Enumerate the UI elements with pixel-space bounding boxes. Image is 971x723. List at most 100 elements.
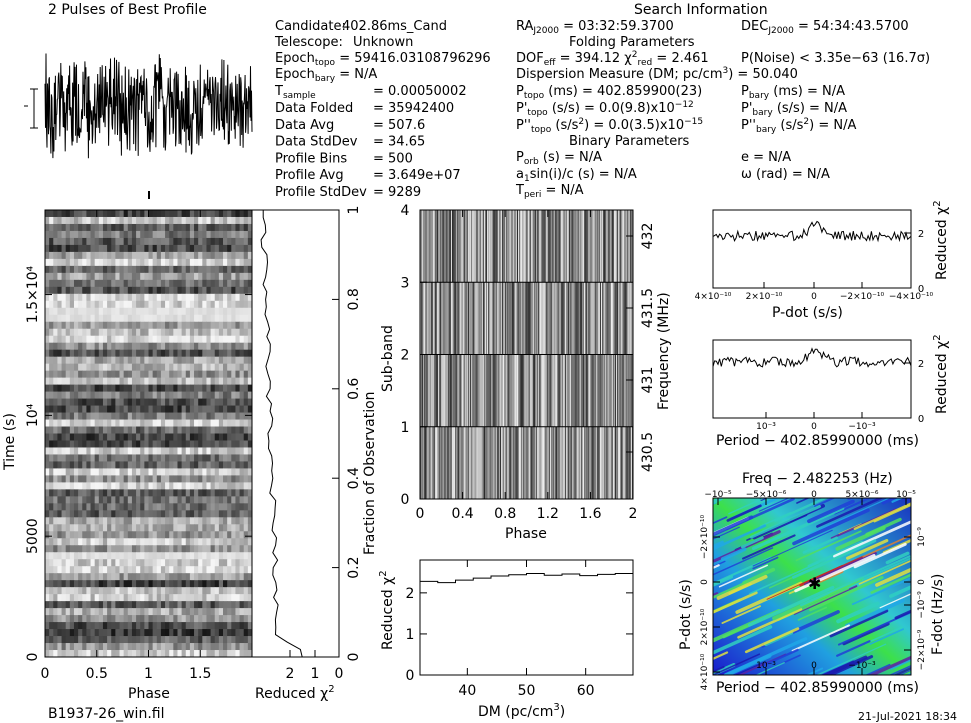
x-tick-label: 1	[144, 666, 153, 682]
porb-value: Porb (s) = N/A	[516, 150, 602, 167]
top-tick-label: −10⁻⁵	[704, 490, 732, 500]
telescope-label: Telescope:	[274, 35, 343, 50]
period-chi2-ticks: 10⁻³ 0 −10⁻³ 0 2	[756, 359, 924, 432]
info-row-label: Profile StdDev	[275, 185, 367, 200]
x-tick-label: 1.2	[537, 506, 559, 522]
pdbary-value: P'bary (s/s) = N/A	[741, 101, 847, 118]
dm-xlabel: DM (pc/cm3)	[478, 702, 565, 720]
top-tick-label: 10⁻⁵	[896, 490, 916, 500]
profile-title: 2 Pulses of Best Profile	[48, 2, 207, 18]
freq-title: Freq − 2.482253 (Hz)	[742, 471, 893, 487]
telescope-value: Unknown	[353, 35, 413, 50]
y-tick-label: 1.5×10⁴	[25, 265, 41, 323]
y-tick-label: 0	[700, 579, 710, 585]
x-tick-label: −4×10⁻¹⁰	[889, 292, 934, 302]
pdot-chi2-line	[712, 220, 912, 243]
y-tick-label: 4×10⁻¹⁰	[700, 653, 710, 690]
y-tick-label: 1	[401, 420, 410, 436]
y-tick-label: 0	[406, 668, 415, 684]
info-row-value: = 34.65	[373, 135, 425, 150]
x-tick-label: 0.8	[494, 506, 516, 522]
ptopo-value: Ptopo (ms) = 402.859900(23)	[516, 84, 702, 101]
subband-image	[420, 210, 633, 499]
x-tick-label: 0	[811, 422, 817, 432]
x-tick-label: −2×10⁻¹⁰	[840, 292, 885, 302]
dm-value: Dispersion Measure (DM; pc/cm3) = 50.040	[516, 66, 798, 82]
subband-ylabel: Sub-band	[380, 325, 396, 392]
y-tick-label: 1	[406, 627, 415, 643]
top-tick-label: 5×10⁻⁶	[845, 490, 878, 500]
period-chi2-line	[712, 347, 912, 368]
profile-plot	[24, 53, 253, 199]
chi2-fraction-ylabel: Fraction of Observation	[362, 391, 378, 555]
dm-chi2-line	[420, 573, 634, 584]
top-tick-label: −5×10⁻⁶	[746, 490, 787, 500]
info-row-value: = 3.649e+07	[373, 168, 461, 183]
x-tick-label: 2×10⁻¹⁰	[746, 292, 783, 302]
period-pdot-plot: Freq − 2.482253 (Hz) ✱ 10⁻³ 0 −10⁻³ −10⁻⁵ −5…	[678, 471, 946, 696]
y-tick-label: 0	[401, 492, 410, 508]
period-ylabel: Reduced χ2	[932, 334, 950, 414]
y-tick-label: 0	[918, 284, 924, 295]
y-tick-label: 2	[918, 229, 924, 240]
x-tick-label: 0	[416, 506, 425, 522]
x-tick-label: 10⁻³	[756, 422, 776, 432]
y-tick-label: 0	[346, 653, 362, 662]
info-row-label: Data StdDev	[275, 135, 358, 150]
candidate-value: 402.86ms_Cand	[342, 19, 447, 34]
x-tick-label: 1.6	[579, 506, 601, 522]
x-tick-label: 0	[811, 292, 817, 302]
info-row-value: = 500	[373, 151, 413, 166]
info-row-value: = 9289	[373, 185, 421, 200]
tsample-label: Tsample	[274, 84, 316, 101]
tperi-value: Tperi = N/A	[515, 183, 584, 200]
a1-value: a1sin(i)/c (s) = N/A	[516, 167, 637, 184]
dm-ylabel: Reduced χ2	[378, 570, 396, 650]
y2-tick-label: 430.5	[640, 432, 656, 472]
best-candidate-marker: ✱	[808, 574, 821, 593]
info-row-label: Profile Avg	[275, 168, 344, 183]
subband-ticks: 0 0.4 0.8 1.2 1.6 2 0 1 2 3 4 430.5 431 431.5 432	[401, 203, 656, 522]
y2-tick-label: 431	[640, 367, 656, 394]
time-phase-ticks: 0 0.5 1 1.5 0 5000 10⁴ 1.5×10⁴	[25, 210, 252, 682]
pddbary-value: P''bary (s/s2) = N/A	[741, 117, 856, 135]
x-tick-label: 0.5	[86, 666, 108, 682]
y-tick-label: 0.4	[346, 467, 362, 489]
omega-value: ω (rad) = N/A	[741, 167, 830, 182]
pbary-value: Pbary (ms) = N/A	[741, 84, 845, 101]
x-tick-label: 40	[458, 683, 476, 699]
time-phase-plot: 0 0.5 1 1.5 0 5000 10⁴ 1.5×10⁴ Phase Time (s)	[2, 209, 253, 702]
period-chi2-plot: 10⁻³ 0 −10⁻³02 Period − 402.85990000 (ms) …	[712, 334, 950, 449]
time-phase-image	[45, 210, 252, 657]
x-tick-label: 1	[311, 666, 320, 682]
pdot-xlabel: P-dot (s/s)	[772, 305, 843, 321]
info-row-value: = 507.6	[373, 118, 425, 133]
x-tick-label: 4×10⁻¹⁰	[695, 292, 732, 302]
dec-value: DECJ2000 = 54:34:43.5700	[741, 19, 909, 36]
x-tick-label: 0.4	[451, 506, 473, 522]
pp-y2label: F-dot (Hz/s)	[930, 574, 946, 655]
y-tick-label: 2	[401, 348, 410, 364]
search-info-title: Search Information	[634, 2, 768, 18]
profile-error-bar	[24, 88, 38, 129]
x-tick-label: 0	[335, 666, 344, 682]
pp-ylabel: P-dot (s/s)	[678, 579, 694, 650]
chi2-fraction-plot: 00.20.40.60.812 1 0 Reduced χ2 Fraction of…	[251, 206, 378, 702]
x-tick-label: −10⁻³	[848, 661, 876, 671]
dm-chi2-plot: 40 50 60 0 1 2 DM (pc/cm3) Reduced χ2	[378, 559, 634, 720]
dof-value: DOFeff = 394.12 χ2red = 2.461	[516, 50, 709, 68]
period-pdot-image	[713, 498, 911, 675]
x-tick-label: 1.5	[189, 666, 211, 682]
footer-date: 21-Jul-2021 18:34	[858, 710, 957, 723]
pddtopo-value: P''topo (s/s2) = 0.0(3.5)x10−15	[516, 117, 703, 135]
time-phase-ylabel: Time (s)	[2, 413, 18, 471]
footer-file: B1937-26_win.fil	[48, 706, 164, 722]
subband-xlabel: Phase	[505, 526, 547, 542]
y-tick-label: 1	[346, 206, 362, 215]
pdot-ylabel: Reduced χ2	[932, 200, 950, 280]
top-tick-label: 0	[811, 490, 817, 500]
pnoise-value: P(Noise) < 3.35e−63 (16.7σ)	[741, 51, 930, 66]
